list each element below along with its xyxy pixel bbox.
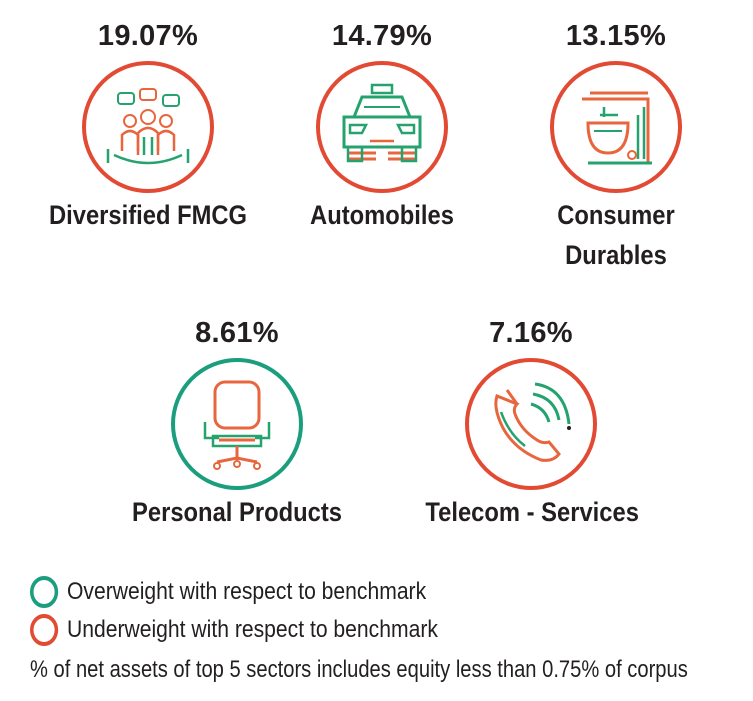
sector-automobiles: 14.79% Automobiles	[262, 17, 502, 235]
legend-label: Overweight with respect to benchmark	[66, 578, 427, 605]
sector-percent: 14.79%	[331, 20, 433, 52]
legend: Overweight with respect to benchmark Und…	[30, 573, 438, 649]
sector-name: Diversified FMCG	[48, 200, 248, 230]
sector-personal-products: 8.61% Personal Products	[117, 314, 357, 532]
sector-telecom-services: 7.16% Telecom - Services	[411, 314, 651, 532]
phone-call-icon	[465, 358, 597, 490]
sector-name: Telecom - Services	[425, 497, 639, 527]
footnote: % of net assets of top 5 sectors include…	[30, 656, 688, 683]
office-chair-icon	[171, 358, 303, 490]
legend-label: Underweight with respect to benchmark	[66, 616, 438, 643]
car-icon	[316, 61, 448, 193]
sector-diversified-fmcg: 19.07% Diversified FMCG	[28, 17, 268, 235]
sector-name: Consumer Durables	[557, 200, 675, 270]
sector-percent: 19.07%	[97, 20, 199, 52]
sector-consumer-durables: 13.15% Consumer Durables	[496, 17, 736, 275]
stand-mixer-icon	[550, 61, 682, 193]
consumers-group-icon	[82, 61, 214, 193]
overweight-circle-icon	[30, 576, 59, 608]
sector-percent: 7.16%	[489, 317, 573, 349]
legend-item-underweight: Underweight with respect to benchmark	[30, 611, 438, 649]
sector-percent: 13.15%	[565, 20, 667, 52]
legend-item-overweight: Overweight with respect to benchmark	[30, 573, 438, 611]
sector-name: Personal Products	[132, 497, 342, 527]
sector-percent: 8.61%	[195, 317, 279, 349]
sector-name: Automobiles	[310, 200, 454, 230]
underweight-circle-icon	[30, 614, 59, 646]
